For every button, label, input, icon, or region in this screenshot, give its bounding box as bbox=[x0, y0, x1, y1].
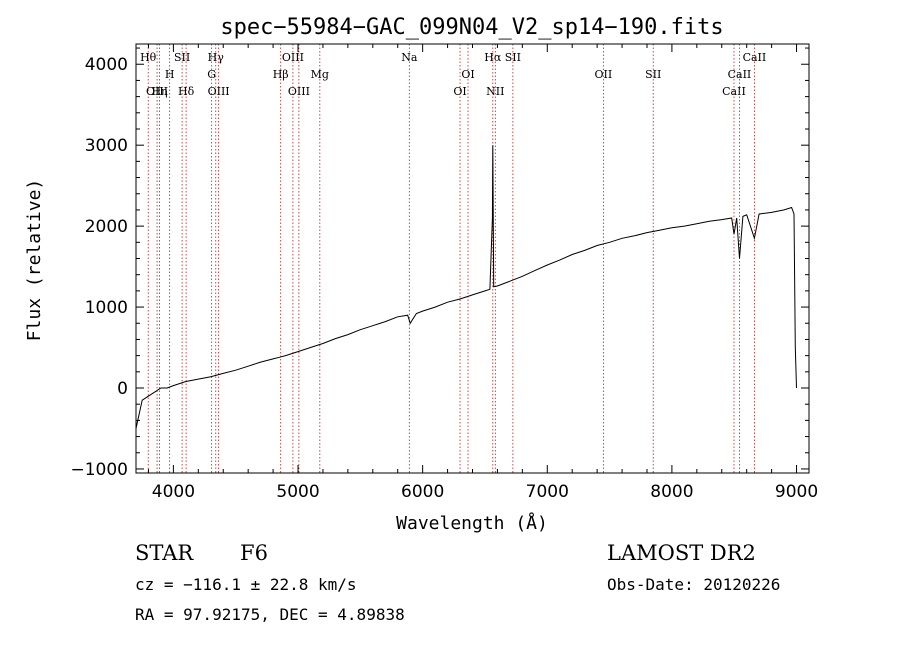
observation-date: Obs-Date: 20120226 bbox=[607, 575, 781, 594]
spectral-line-label: CaII bbox=[722, 85, 746, 98]
spectral-line-label: Hβ bbox=[273, 68, 289, 81]
survey-name: LAMOST DR2 bbox=[607, 541, 756, 565]
spectral-lines: HθOIIIHηHSIIHδHγGOIIIHβOIIIOIIIMgNaOIOIH… bbox=[140, 44, 766, 473]
y-axis-label: Flux (relative) bbox=[24, 179, 45, 342]
spectral-line-label: CaII bbox=[728, 68, 752, 81]
x-tick-label: 5000 bbox=[276, 482, 319, 502]
spectral-line-label: G bbox=[207, 68, 216, 81]
x-tick-label: 7000 bbox=[526, 482, 569, 502]
spectral-line-label: OI bbox=[453, 85, 466, 98]
x-axis-label: Wavelength (Å) bbox=[396, 512, 548, 534]
spectral-line-label: SII bbox=[174, 51, 190, 64]
y-tick-label: 0 bbox=[117, 379, 128, 399]
spectral-line-label: OIII bbox=[282, 51, 304, 64]
spectral-line-label: SII bbox=[505, 51, 521, 64]
axis-ticks: 4000 5000 6000 7000 8000 9000 −1000 0 1000 2000 30… bbox=[70, 44, 818, 502]
spectral-line-label: Na bbox=[401, 51, 418, 64]
spectral-line-label: SII bbox=[645, 68, 661, 81]
spectral-line-label: OIII bbox=[288, 85, 310, 98]
chart-title: spec−55984−GAC_099N04_V2_sp14−190.fits bbox=[220, 15, 723, 40]
y-tick-label: 2000 bbox=[85, 217, 128, 237]
spectral-line-label: OII bbox=[595, 68, 613, 81]
x-tick-label: 6000 bbox=[401, 482, 444, 502]
spectral-line-label: OIII bbox=[146, 85, 168, 98]
spectral-line-label: OIII bbox=[208, 85, 230, 98]
object-class: STAR bbox=[135, 541, 194, 565]
y-tick-label: −1000 bbox=[70, 460, 128, 480]
y-tick-label: 3000 bbox=[85, 136, 128, 156]
spectral-line-label: OI bbox=[461, 68, 474, 81]
y-tick-label: 4000 bbox=[85, 55, 128, 75]
x-tick-label: 8000 bbox=[650, 482, 693, 502]
spectral-line-label: Hη bbox=[151, 85, 167, 98]
spectral-line-label: Hδ bbox=[178, 85, 195, 98]
spectral-line-label: H bbox=[165, 68, 175, 81]
redshift-velocity: cz = −116.1 ± 22.8 km/s bbox=[135, 575, 357, 594]
x-tick-label: 9000 bbox=[775, 482, 818, 502]
spectral-line-label: Hθ bbox=[140, 51, 157, 64]
spectrum-series bbox=[135, 145, 797, 429]
spectral-line-label: CaII bbox=[743, 51, 767, 64]
object-subclass: F6 bbox=[240, 541, 268, 565]
spectral-line-label: Hγ bbox=[208, 51, 225, 64]
y-tick-label: 1000 bbox=[85, 298, 128, 318]
ra-dec-coordinates: RA = 97.92175, DEC = 4.89838 bbox=[135, 605, 405, 624]
x-tick-label: 4000 bbox=[152, 482, 195, 502]
spectral-line-label: Mg bbox=[311, 68, 329, 81]
plot-frame bbox=[135, 43, 810, 474]
spectral-line-label: Hα bbox=[484, 51, 502, 64]
spectral-line-label: NII bbox=[486, 85, 504, 98]
